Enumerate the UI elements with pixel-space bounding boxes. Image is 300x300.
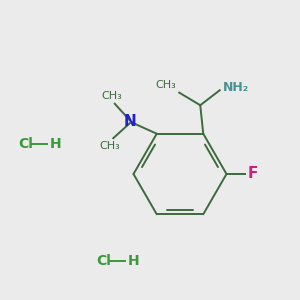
Text: Cl: Cl — [96, 254, 111, 268]
Text: H: H — [128, 254, 139, 268]
Text: NH₂: NH₂ — [223, 81, 249, 94]
Text: N: N — [123, 114, 136, 129]
Text: H: H — [50, 137, 61, 151]
Text: F: F — [248, 167, 258, 182]
Text: CH₃: CH₃ — [155, 80, 176, 90]
Text: CH₃: CH₃ — [100, 141, 121, 151]
Text: CH₃: CH₃ — [101, 91, 122, 101]
Text: Cl: Cl — [18, 137, 33, 151]
